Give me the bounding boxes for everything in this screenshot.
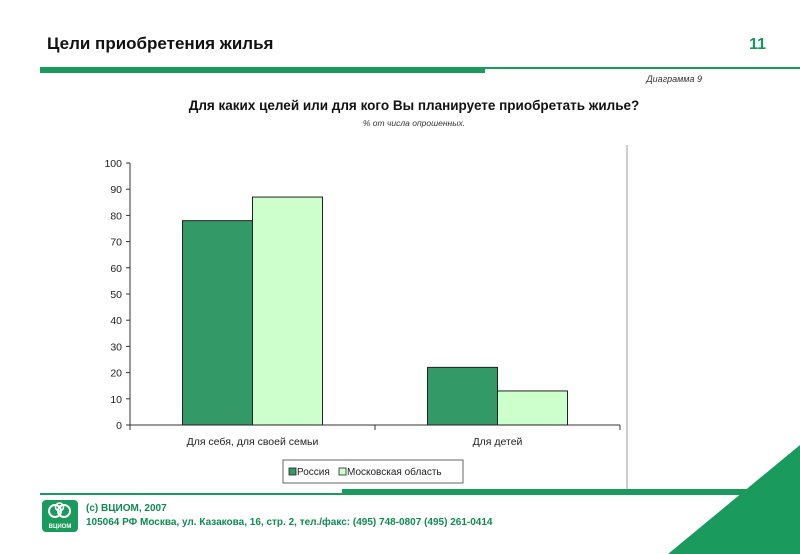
y-tick-label: 20 [110, 368, 122, 380]
footer-divider-thick [342, 489, 800, 494]
footer-divider-thin [40, 493, 800, 495]
vciom-logo: ВЦИОМ [42, 500, 78, 532]
bar-moscow-region [252, 196, 323, 426]
page-title: Цели приобретения жилья [47, 34, 274, 53]
bar-russia [427, 366, 498, 426]
y-tick-label: 90 [110, 184, 122, 196]
diagram-label: Диаграмма 9 [646, 74, 702, 84]
logo-emblem-icon [48, 502, 71, 518]
bars-group [182, 196, 568, 426]
y-tick-label: 70 [110, 237, 122, 249]
legend-label: Московская область [347, 466, 442, 478]
chart-title: Для каких целей или для кого Вы планируе… [188, 98, 640, 113]
footer-address: 105064 РФ Москва, ул. Казакова, 16, стр.… [86, 517, 493, 528]
bar-russia [182, 220, 253, 426]
y-tick-label: 0 [116, 420, 122, 432]
legend: Россия Московская область [282, 459, 464, 484]
x-tick-label: Для себя, для своей семьи [187, 436, 319, 448]
y-tick-label: 100 [104, 158, 122, 170]
legend-label: Россия [297, 467, 330, 478]
y-tick-label: 40 [110, 315, 122, 327]
x-axis-ticks [129, 425, 621, 430]
legend-box [282, 459, 464, 484]
header-divider-thick [40, 68, 485, 73]
x-tick-label: Для детей [473, 436, 523, 448]
y-tick-label: 50 [110, 289, 122, 301]
logo-text: ВЦИОМ [48, 524, 72, 530]
y-tick-label: 10 [110, 394, 122, 406]
y-tick-label: 80 [110, 210, 122, 222]
y-axis-ticks: 0 10 20 30 40 50 60 70 80 90 100 [104, 158, 130, 432]
x-axis-labels: Для себя, для своей семьи Для детей [187, 436, 523, 448]
y-tick-label: 30 [110, 341, 122, 353]
legend-swatch [338, 467, 347, 476]
legend-swatch [288, 467, 297, 476]
bar-moscow-region [497, 390, 568, 426]
footer-copyright: (с) ВЦИОМ, 2007 [86, 503, 167, 514]
chart-subtitle: % от числа опрошенных. [362, 118, 466, 128]
page-number: 11 [749, 36, 766, 53]
y-tick-label: 60 [110, 263, 122, 275]
